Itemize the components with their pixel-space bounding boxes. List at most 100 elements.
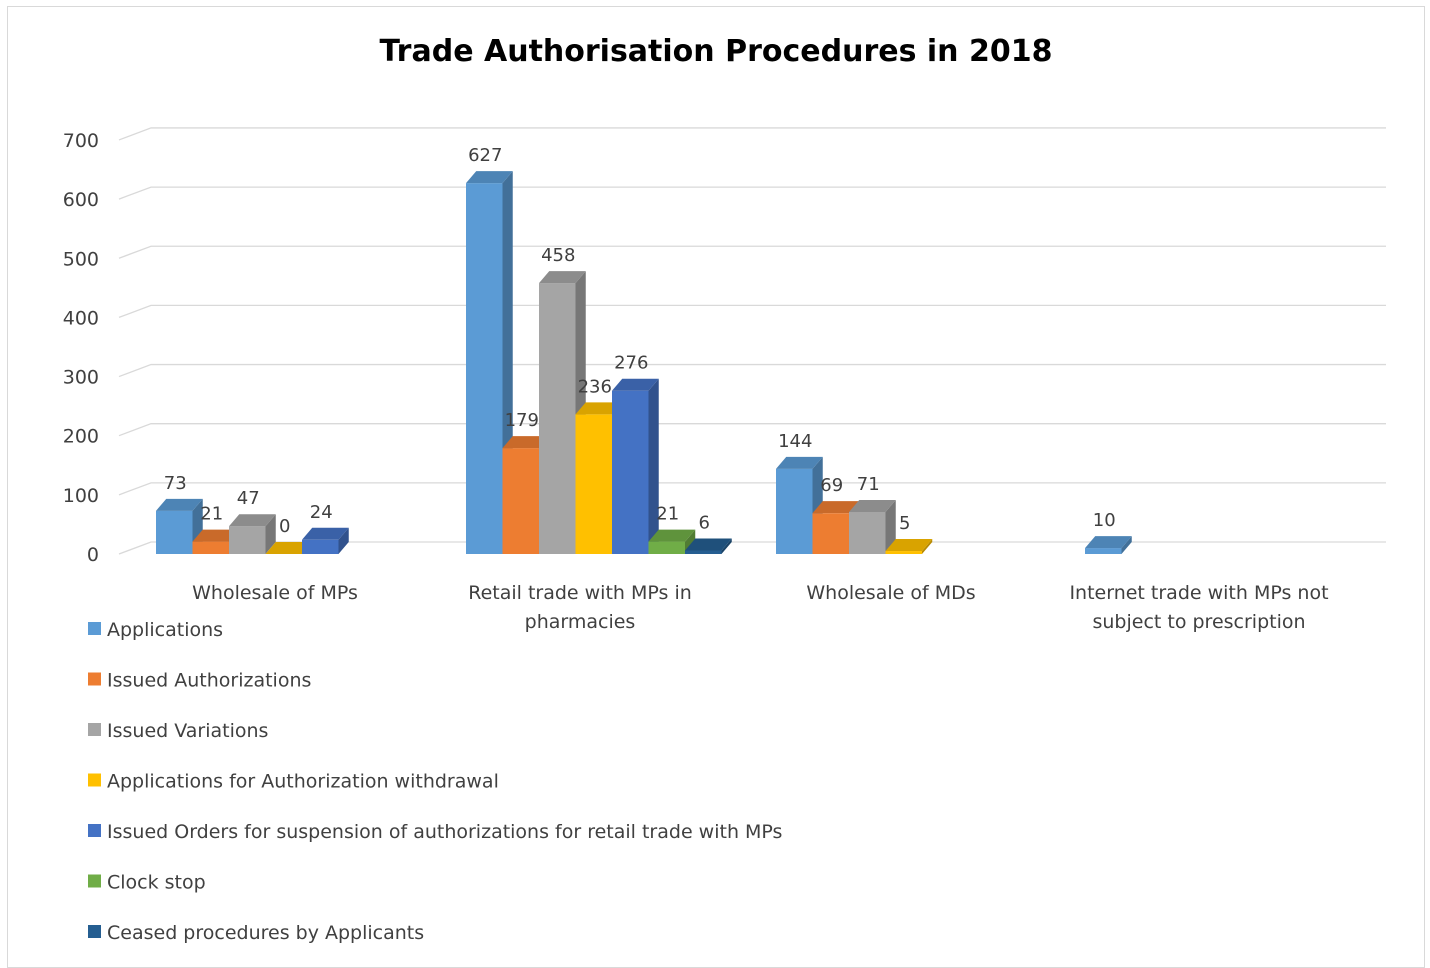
bar-front [776, 468, 813, 554]
bar [685, 538, 732, 554]
chart-svg: Trade Authorisation Procedures in 2018 0… [63, 34, 1386, 944]
bar-side [338, 527, 349, 554]
bar-side [922, 539, 933, 554]
gridline [118, 363, 1386, 378]
category-label: subject to prescription [1092, 611, 1305, 633]
gridline [118, 541, 1386, 555]
bar-top [265, 542, 313, 554]
bar-top [612, 378, 659, 391]
data-label: 144 [778, 431, 812, 452]
legend-item: Applications [88, 619, 223, 641]
bar-front [466, 183, 503, 554]
y-axis-ticks: 0 100 200 300 400 500 600 700 [63, 130, 99, 566]
bar-top [302, 527, 349, 540]
legend-item: Ceased procedures by Applicants [88, 922, 424, 944]
data-label: 0 [279, 516, 290, 537]
gridline [118, 245, 1386, 259]
legend-item: Issued Variations [88, 720, 268, 742]
bar-top [192, 529, 240, 542]
category-label: pharmacies [525, 611, 636, 633]
gridline [118, 304, 1386, 319]
bar [265, 542, 313, 554]
bar [302, 527, 349, 554]
bar-top [502, 436, 550, 449]
bar [1085, 536, 1132, 554]
legend-item: Clock stop [88, 872, 206, 894]
data-label: 458 [541, 245, 575, 266]
legend-label: Issued Variations [107, 720, 268, 742]
legend-label: Ceased procedures by Applicants [107, 922, 424, 944]
legend-label: Issued Orders for suspension of authoriz… [107, 821, 782, 843]
data-label: 47 [237, 488, 260, 509]
legend-item: Applications for Authorization withdrawa… [88, 771, 499, 793]
bar-front [539, 283, 576, 554]
data-label: 21 [200, 504, 223, 525]
gridlines [118, 127, 1386, 555]
y-tick-label: 100 [63, 485, 99, 507]
y-tick-label: 0 [87, 544, 99, 566]
bar-top [575, 402, 623, 415]
bar-top [812, 501, 860, 514]
legend-label: Clock stop [107, 872, 206, 894]
category-label: Wholesale of MDs [806, 582, 975, 604]
bar [466, 171, 513, 554]
gridline [118, 482, 1386, 496]
bar-front [156, 510, 193, 554]
bar-front [575, 414, 612, 554]
data-label: 5 [899, 513, 910, 534]
legend-swatch [88, 622, 101, 635]
bar-top [539, 271, 586, 284]
data-label: 24 [310, 502, 333, 523]
bar-front [685, 550, 722, 554]
bar-front [229, 526, 266, 554]
chart-frame: Trade Authorisation Procedures in 2018 0… [7, 6, 1425, 968]
gridline [118, 186, 1386, 200]
data-label: 236 [578, 376, 612, 397]
gridline [118, 423, 1386, 437]
category-label: Internet trade with MPs not [1069, 582, 1328, 604]
y-tick-label: 300 [63, 367, 99, 389]
bar-top [885, 539, 933, 552]
bar-front [1085, 548, 1122, 554]
bar-top [229, 514, 276, 527]
bar [885, 539, 933, 554]
data-label: 73 [164, 473, 187, 494]
bar-front [612, 390, 649, 554]
x-axis-categories: Wholesale of MPs Retail trade with MPs in… [192, 582, 1328, 633]
bar [849, 500, 896, 554]
bar-side [648, 378, 659, 554]
bars [156, 171, 1132, 554]
legend-label: Issued Authorizations [107, 670, 311, 692]
bar-front [192, 541, 229, 554]
y-tick-label: 700 [63, 130, 99, 152]
bar-top [466, 171, 513, 184]
value-labels: 73 627 144 10 21 179 69 47 458 71 0 236 5 24 276 21 6 [164, 145, 1116, 537]
bar-front [812, 513, 849, 554]
legend-swatch [88, 925, 101, 938]
legend-label: Applications [107, 619, 223, 641]
data-label: 179 [505, 410, 539, 431]
y-tick-label: 400 [63, 307, 99, 329]
bar-front [849, 512, 886, 554]
data-label: 69 [820, 475, 843, 496]
bar-side [721, 538, 732, 554]
data-label: 627 [468, 145, 502, 166]
data-label: 71 [857, 474, 880, 495]
chart-title: Trade Authorisation Procedures in 2018 [380, 34, 1053, 69]
gridline [118, 127, 1386, 141]
y-tick-label: 200 [63, 426, 99, 448]
category-label: Wholesale of MPs [192, 582, 358, 604]
legend-label: Applications for Authorization withdrawa… [107, 771, 499, 793]
legend-swatch [88, 723, 101, 736]
bar-top [156, 498, 203, 511]
legend-swatch [88, 824, 101, 837]
legend-item: Issued Authorizations [88, 670, 311, 692]
bar-front [885, 551, 922, 554]
bar-top [648, 529, 696, 542]
legend-swatch [88, 773, 101, 787]
bar-top [685, 538, 732, 551]
bar-top [776, 456, 823, 469]
data-label: 276 [614, 353, 648, 374]
bar-top [849, 500, 896, 513]
data-label: 6 [699, 512, 710, 533]
